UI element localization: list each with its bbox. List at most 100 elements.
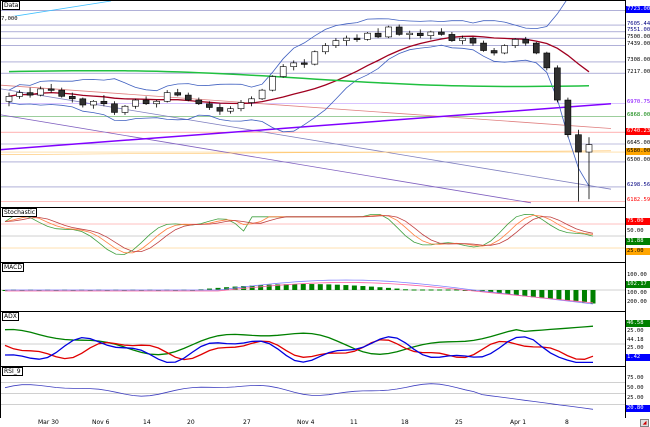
candle-body [163, 92, 171, 102]
macd-histogram-bar [394, 288, 400, 290]
stoch-k-line [4, 213, 594, 255]
panel-title-price: Data [2, 1, 21, 10]
price-value-tag: 7217.00 [626, 68, 650, 76]
adx-plot[interactable] [1, 312, 626, 367]
macd-histogram-bar [172, 290, 178, 291]
macd-histogram-bar [530, 290, 536, 298]
bollinger-upper [8, 1, 567, 92]
date-axis-label: Mar 30 [38, 419, 59, 426]
stochastic-panel[interactable]: Stochastic [0, 207, 626, 263]
candle-body [427, 31, 435, 36]
candle-body [269, 76, 276, 91]
candle-body [300, 62, 308, 65]
macd-panel[interactable]: MACD [0, 262, 626, 312]
price-value-tag: 6645.00 [626, 139, 650, 147]
macd-histogram-bar [556, 290, 562, 300]
macd-value-tag: 100.00 [626, 290, 650, 297]
date-axis-label: 25 [455, 419, 463, 426]
macd-histogram-bar [155, 290, 161, 291]
macd-histogram-bar [445, 289, 451, 291]
price-value-tag: 6298.56 [626, 182, 650, 190]
candle-body [68, 96, 76, 100]
macd-histogram-bar [317, 284, 323, 290]
candle-body [364, 32, 371, 40]
date-axis-label: Nov 6 [92, 419, 110, 426]
macd-line [5, 279, 594, 305]
moving-average-green [8, 69, 590, 88]
candle-body [37, 88, 44, 96]
adx-value-tag: 44.18 [626, 336, 650, 344]
macd-histogram-bar [385, 287, 391, 290]
macd-histogram-bar [564, 290, 570, 301]
candle-body [258, 89, 266, 100]
price-value-tag: 7439.00 [626, 41, 650, 49]
candle-body [395, 26, 403, 35]
date-axis-label: 18 [401, 419, 409, 426]
rsi-value-tag: 20.80 [626, 405, 650, 412]
rsi-plot[interactable] [1, 367, 626, 419]
candle-body [416, 32, 424, 36]
macd-histogram-bar [343, 285, 349, 290]
candle-body [332, 40, 340, 46]
candle-body [501, 45, 508, 54]
adx-value-tag: 46.58 [626, 320, 650, 327]
macd-value-tag: 100.00 [626, 272, 650, 279]
candle-body [459, 37, 466, 41]
macd-signal-line [5, 282, 594, 304]
candle-body [5, 96, 13, 102]
macd-histogram-bar [309, 284, 315, 290]
macd-histogram-bar [2, 290, 8, 291]
panel-title-rsi: RSI_9 [2, 367, 23, 376]
adx-panel[interactable]: ADX [0, 311, 626, 367]
date-axis-label: 11 [350, 419, 358, 426]
price-panel[interactable]: Data [0, 0, 626, 208]
macd-plot[interactable] [1, 263, 626, 312]
stoch-d-line [4, 214, 594, 254]
macd-histogram-bar [496, 290, 502, 294]
trend-line-red [1, 84, 612, 129]
price-value-tag: 6580.00 [626, 147, 650, 155]
macd-histogram-bar [411, 289, 417, 291]
trend-line-middle [1, 88, 612, 190]
macd-value-tag: 102.17 [626, 281, 650, 288]
macd-histogram-bar [300, 284, 306, 290]
macd-histogram-bar [207, 288, 213, 290]
date-axis [0, 418, 650, 427]
rsi-panel[interactable]: RSI_9 [0, 366, 626, 419]
candle-body [575, 134, 582, 153]
macd-histogram-bar [513, 290, 519, 296]
macd-histogram-bar [581, 290, 587, 303]
panel-title-adx: ADX [2, 312, 19, 321]
stochastic-value-tag: 75.00 [626, 218, 650, 225]
adx-value-tag: 1.42 [626, 353, 650, 361]
candle-body [406, 32, 414, 35]
macd-value-tag: 200.00 [626, 299, 650, 306]
chart-corner-button[interactable]: ◢ [640, 419, 649, 427]
stochastic-plot[interactable] [1, 208, 626, 263]
macd-histogram-bar [266, 284, 272, 290]
price-value-tag: 7605.44 [626, 20, 650, 28]
price-plot[interactable] [1, 1, 626, 208]
candle-body [585, 144, 593, 153]
macd-histogram-bar [70, 290, 76, 291]
trend-line-cyan [1, 1, 112, 19]
candle-body [511, 39, 519, 46]
rsi-value-tag: 50.00 [626, 385, 650, 392]
macd-histogram-bar [292, 284, 298, 290]
price-value-tag: 7308.00 [626, 57, 650, 65]
panel-title-stochastic: Stochastic [2, 208, 38, 217]
date-axis-label: 14 [143, 419, 151, 426]
price-value-tag: 7551.00 [626, 27, 650, 35]
adx-red-line [4, 339, 594, 361]
candle-body [216, 107, 224, 112]
stoch-slow-line [4, 215, 594, 253]
macd-histogram-bar [19, 290, 25, 291]
date-axis-label: 8 [565, 419, 569, 426]
price-value-tag: 6500.00 [626, 157, 650, 165]
macd-histogram-bar [258, 285, 264, 290]
macd-histogram-bar [505, 290, 511, 295]
macd-histogram-bar [437, 289, 443, 291]
candle-body [554, 67, 561, 101]
macd-histogram-bar [360, 286, 366, 290]
macd-histogram-bar [522, 290, 528, 297]
